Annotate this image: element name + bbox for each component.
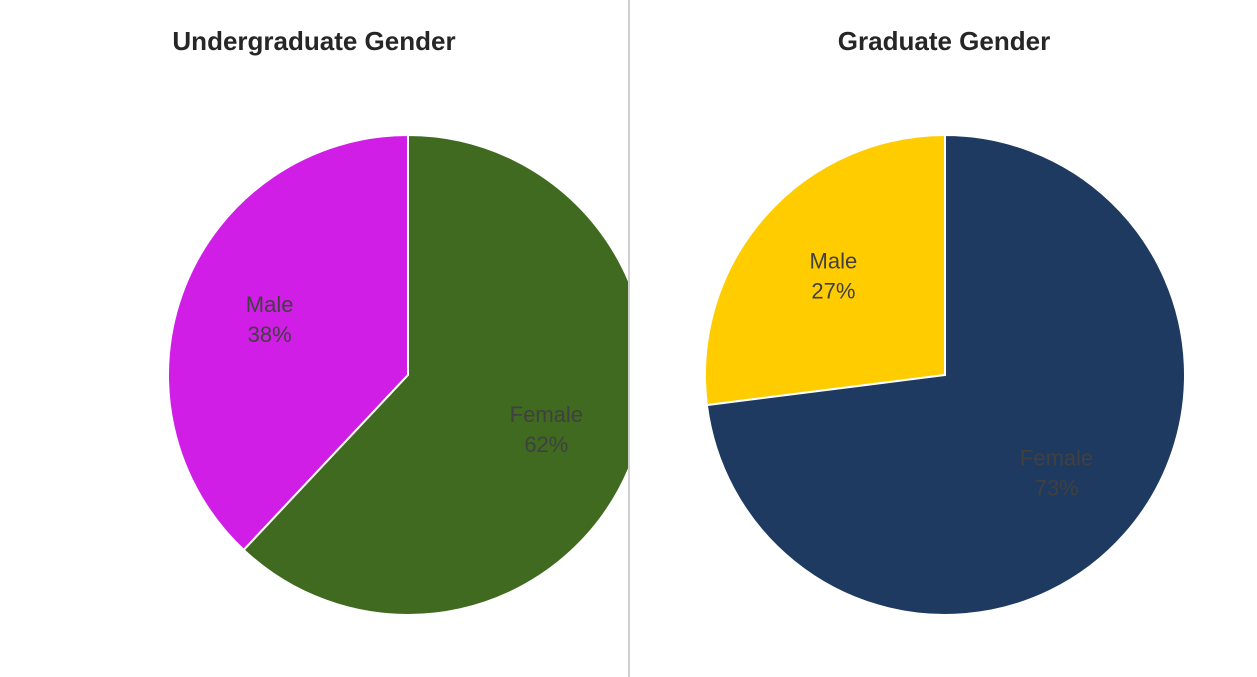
pie-slice-female bbox=[705, 133, 1186, 616]
graduate-pie-chart: Male 27% Female 73% bbox=[704, 133, 1186, 616]
slice-label-value: 27% bbox=[811, 279, 855, 304]
slice-label-category: Female bbox=[1020, 445, 1093, 470]
pie-slice-female bbox=[242, 133, 628, 616]
graduate-chart-panel: Graduate Gender Male 27% Female 73% bbox=[629, 0, 1257, 677]
slice-label-category: Male bbox=[810, 249, 858, 274]
slice-label-category: Female bbox=[510, 402, 583, 427]
undergraduate-pie-chart: Male 38% Female 62% bbox=[167, 133, 628, 616]
slice-label-category: Male bbox=[246, 292, 294, 317]
chart-title: Graduate Gender bbox=[837, 26, 1051, 56]
pie-slice-male bbox=[167, 133, 409, 552]
slice-label-value: 38% bbox=[248, 322, 292, 347]
pie-slice-male bbox=[704, 133, 946, 407]
slice-label-value: 73% bbox=[1035, 475, 1079, 500]
undergraduate-chart-panel: Undergraduate Gender Male 38% Female 62% bbox=[167, 0, 630, 677]
chart-title: Undergraduate Gender bbox=[172, 26, 456, 56]
slice-label-value: 62% bbox=[524, 432, 568, 457]
